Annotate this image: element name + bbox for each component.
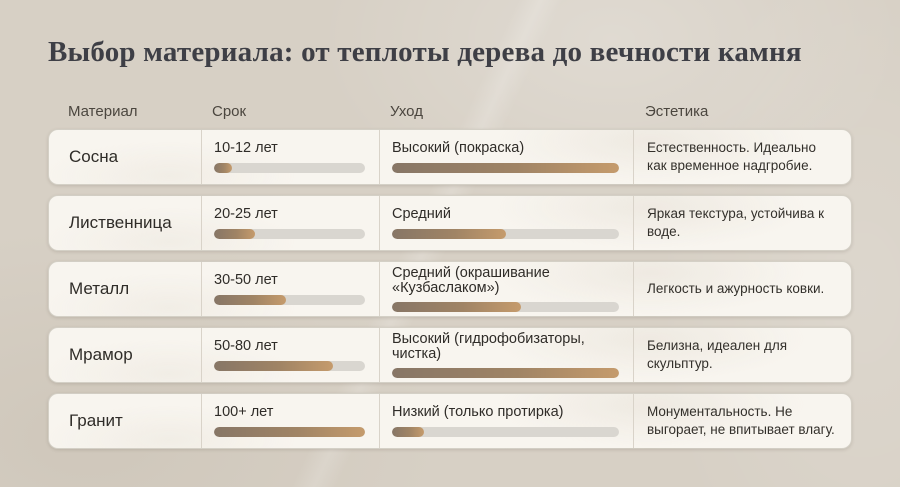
table-row[interactable]: Мрамор 50-80 лет Высокий (гидрофобизатор… bbox=[48, 327, 852, 383]
lifespan-bar-fill bbox=[214, 294, 287, 305]
lifespan-bar-fill bbox=[214, 360, 334, 371]
care-bar-fill bbox=[392, 426, 424, 437]
lifespan-bar-fill bbox=[214, 228, 255, 239]
lifespan-bar-fill bbox=[214, 162, 233, 173]
lifespan-bar-track bbox=[214, 162, 365, 173]
table-row[interactable]: Лиственница 20-25 лет Средний Яркая текс… bbox=[48, 195, 852, 251]
page: Выбор материала: от теплоты дерева до ве… bbox=[48, 36, 852, 449]
aesthetics-text: Легкость и ажурность ковки. bbox=[647, 281, 825, 297]
table-row[interactable]: Металл 30-50 лет Средний (окрашивание «К… bbox=[48, 261, 852, 317]
material-name: Мрамор bbox=[69, 345, 133, 364]
care-bar-fill bbox=[392, 228, 506, 239]
aesthetics-text: Белизна, идеален для скульптур. bbox=[647, 338, 788, 371]
care-bar-track bbox=[392, 228, 619, 239]
care-bar-track bbox=[392, 302, 619, 312]
lifespan-bar-track bbox=[214, 228, 365, 239]
lifespan-label: 10-12 лет bbox=[214, 140, 278, 157]
table-row[interactable]: Гранит 100+ лет Низкий (только протирка)… bbox=[48, 393, 852, 449]
care-label: Средний (окрашивание «Кузбаслаком») bbox=[392, 265, 550, 296]
lifespan-label: 30-50 лет bbox=[214, 272, 278, 289]
care-bar-fill bbox=[392, 368, 619, 378]
care-bar-fill bbox=[392, 162, 619, 173]
lifespan-bar-track bbox=[214, 294, 365, 305]
aesthetics-text: Яркая текстура, устойчива к воде. bbox=[647, 206, 825, 239]
care-bar-track bbox=[392, 162, 619, 173]
material-name: Металл bbox=[69, 279, 130, 298]
care-bar-track bbox=[392, 368, 619, 378]
lifespan-label: 50-80 лет bbox=[214, 338, 278, 355]
page-title: Выбор материала: от теплоты дерева до ве… bbox=[48, 36, 802, 68]
table-header: Материал Срок Уход Эстетика bbox=[48, 103, 852, 120]
material-name: Сосна bbox=[69, 147, 119, 166]
care-bar-fill bbox=[392, 302, 522, 312]
care-label: Средний bbox=[392, 206, 451, 223]
care-label: Низкий (только протирка) bbox=[392, 404, 564, 421]
table-row[interactable]: Сосна 10-12 лет Высокий (покраска) Естес… bbox=[48, 129, 852, 185]
column-header-care: Уход bbox=[390, 103, 423, 120]
materials-table: Сосна 10-12 лет Высокий (покраска) Естес… bbox=[48, 129, 852, 449]
material-name: Гранит bbox=[69, 411, 123, 430]
lifespan-bar-track bbox=[214, 360, 365, 371]
column-header-lifespan: Срок bbox=[212, 103, 247, 120]
care-label: Высокий (гидрофобизаторы, чистка) bbox=[392, 331, 585, 362]
care-bar-track bbox=[392, 426, 619, 437]
column-header-material: Материал bbox=[68, 103, 138, 120]
lifespan-bar-track bbox=[214, 426, 365, 437]
care-label: Высокий (покраска) bbox=[392, 140, 525, 157]
column-header-aesthetics: Эстетика bbox=[645, 103, 709, 120]
aesthetics-text: Монументальность. Не выгорает, не впитыв… bbox=[647, 404, 835, 437]
lifespan-bar-fill bbox=[214, 426, 365, 437]
aesthetics-text: Естественность. Идеально как временное н… bbox=[647, 140, 816, 173]
material-name: Лиственница bbox=[69, 213, 172, 232]
lifespan-label: 100+ лет bbox=[214, 404, 274, 421]
lifespan-label: 20-25 лет bbox=[214, 206, 278, 223]
